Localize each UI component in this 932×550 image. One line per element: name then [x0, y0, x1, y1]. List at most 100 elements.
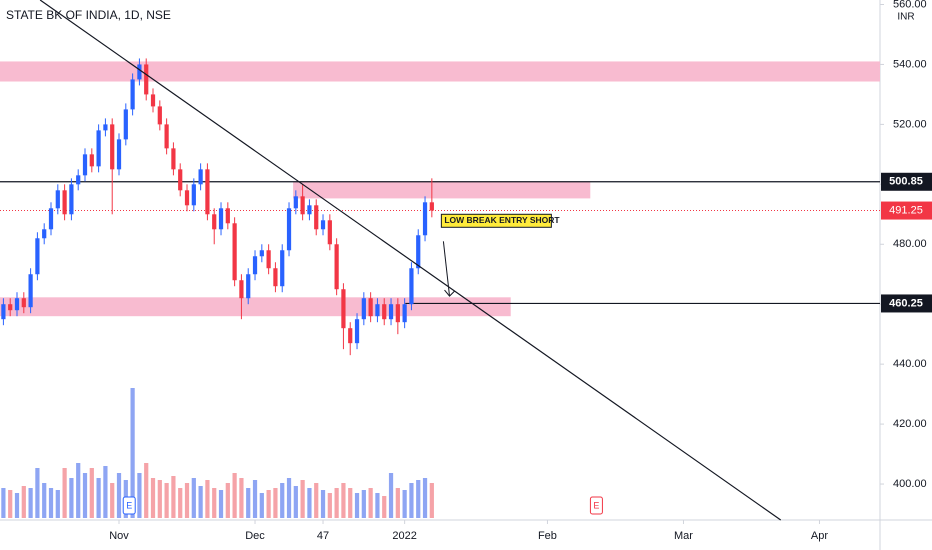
candle-body — [157, 106, 162, 125]
volume-bar — [429, 483, 434, 518]
currency-label: INR — [897, 12, 914, 23]
volume-bar — [409, 483, 414, 518]
volume-bar — [259, 493, 264, 518]
candle-body — [286, 208, 292, 251]
volume-bar — [382, 496, 387, 518]
candle-body — [205, 169, 210, 215]
candle-body — [232, 223, 237, 281]
candle-body — [14, 298, 20, 311]
volume-bar — [191, 478, 196, 518]
volume-bar — [218, 490, 224, 518]
last-price-box — [881, 201, 932, 220]
candle-body — [184, 190, 190, 206]
candle-body — [375, 304, 380, 317]
volume-bar — [416, 480, 421, 518]
annotation: LOW BREAK ENTRY SHORT — [444, 215, 560, 225]
volume-bar — [35, 468, 40, 518]
event-label: E — [593, 500, 599, 510]
volume-bar — [327, 493, 332, 518]
candle-body — [239, 280, 244, 299]
candle-body — [1, 304, 6, 320]
volume-bar — [164, 483, 169, 518]
volume-bar — [130, 388, 135, 518]
volume-bar — [239, 478, 244, 518]
candle-body — [320, 220, 326, 230]
volume-bar — [137, 473, 142, 518]
zone — [293, 181, 591, 199]
volume-bar — [103, 466, 108, 518]
candle-body — [110, 124, 115, 170]
candle-body — [395, 304, 400, 323]
candle-body — [21, 298, 26, 308]
candle-body — [341, 289, 346, 329]
candle-body — [348, 328, 353, 344]
y-tick-label: 440.00 — [893, 358, 927, 370]
volume-bar — [205, 480, 210, 518]
volume-bar — [320, 490, 326, 518]
x-tick-label: Mar — [674, 530, 693, 542]
y-tick-label: 480.00 — [893, 238, 927, 250]
arrow-head — [444, 289, 455, 297]
volume-bar — [150, 478, 156, 518]
candle-body — [354, 319, 360, 344]
volume-bar — [82, 473, 88, 518]
volume-bar — [232, 473, 237, 518]
candle-body — [35, 238, 40, 275]
volume-bar — [212, 488, 217, 518]
candle-body — [280, 250, 285, 287]
candle-body — [368, 298, 373, 317]
x-tick-label: Nov — [109, 530, 129, 542]
volume-bar — [368, 488, 373, 518]
y-tick-label: 400.00 — [893, 478, 927, 490]
volume-bar — [110, 483, 115, 518]
candle-body — [55, 190, 60, 209]
candle-body — [273, 268, 278, 287]
volume-bar — [348, 488, 353, 518]
volume-bar — [334, 488, 339, 518]
candle-body — [89, 154, 94, 167]
chart-title: STATE BK OF INDIA, 1D, NSE — [6, 8, 171, 22]
event-label: E — [126, 500, 132, 510]
volume-bar — [307, 488, 312, 518]
candle-body — [416, 235, 421, 269]
price-label: 460.25 — [889, 297, 923, 309]
candle-body — [225, 208, 230, 224]
candle-body — [246, 274, 251, 299]
x-tick-label: 47 — [317, 530, 329, 542]
volume-bar — [157, 480, 162, 518]
candle-body — [42, 229, 47, 239]
volume-bar — [402, 490, 407, 518]
volume-bar — [89, 468, 94, 518]
candle-body — [130, 79, 135, 110]
volume-bar — [246, 488, 251, 518]
volume-bar — [62, 468, 67, 518]
candle-body — [103, 124, 108, 131]
candle-body — [422, 202, 428, 236]
volume-bar — [28, 488, 33, 518]
volume-bar — [69, 478, 74, 518]
volume-bar — [395, 488, 400, 518]
trendline — [39, 0, 782, 521]
candle-body — [266, 250, 271, 269]
volume-bar — [42, 483, 47, 518]
candle-body — [334, 244, 339, 290]
volume-bar — [293, 486, 298, 518]
candle-body — [429, 202, 434, 211]
volume-bar — [354, 493, 360, 518]
last-price-label: 491.25 — [889, 204, 923, 216]
volume-bar — [375, 493, 380, 518]
volume-bar — [198, 486, 203, 518]
candle-body — [48, 208, 54, 230]
volume-bar — [280, 483, 285, 518]
candle-body — [327, 220, 332, 245]
volume-bar — [286, 478, 292, 518]
candle-body — [82, 154, 88, 176]
candle-body — [300, 196, 305, 215]
annotation-box — [440, 213, 552, 228]
candle-body — [137, 64, 142, 80]
candle-body — [307, 205, 312, 215]
candle-body — [171, 148, 176, 170]
y-tick-label: 420.00 — [893, 418, 927, 430]
candle-body — [402, 304, 407, 323]
